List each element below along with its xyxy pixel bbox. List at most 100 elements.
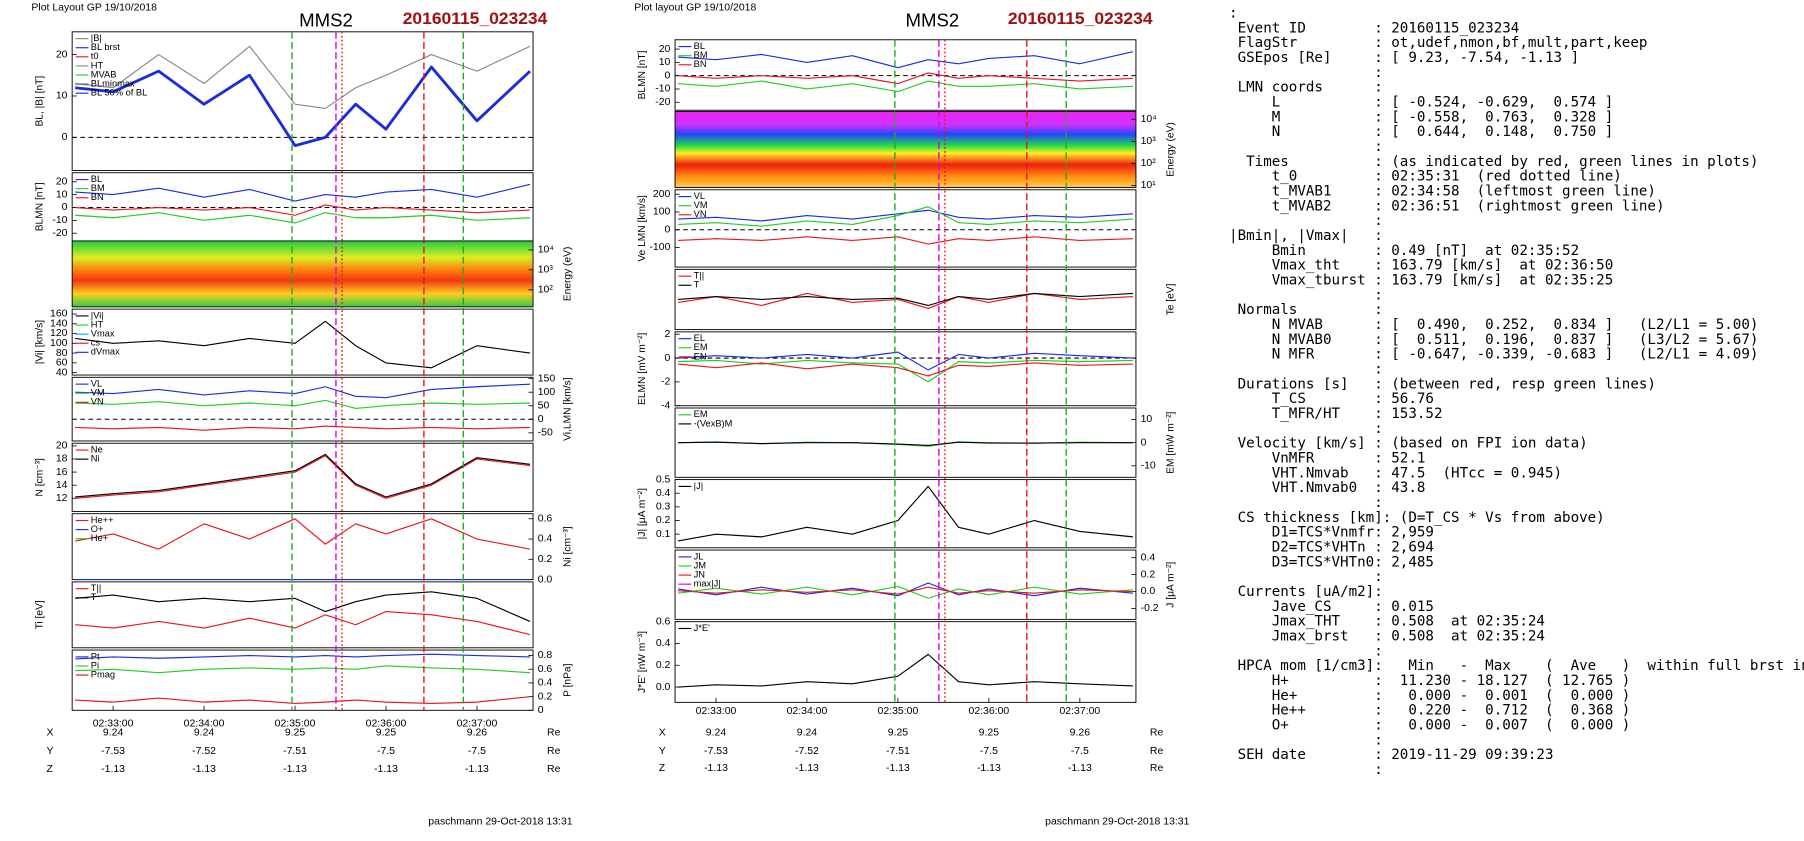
data-line [678,72,1133,85]
plot-header: Plot Layout GP 19/10/2018 [31,3,157,14]
data-line [678,80,1133,93]
y-tick-label: 0.2 [538,554,553,565]
ephemeris-value: 9.26 [1070,728,1091,739]
y-tick-label: 200 [653,189,671,200]
ephemeris-value: -7.53 [101,746,125,757]
legend-label: JN [694,570,705,580]
legend-label: EN [694,351,707,361]
legend-label: EM [694,342,708,352]
data-line [75,665,531,674]
data-line [75,320,531,369]
legend-label: BL 50% of BL [91,88,148,98]
y-tick-label: 0.2 [1141,569,1156,580]
y-tick-label: -4 [661,401,671,412]
panel-frame [674,110,1137,188]
legend-label: |Vi| [91,310,104,320]
info-line: Vmax_tht : 163.79 [km/s] at 02:36:50 [1229,258,1613,274]
ephemeris-value: -7.51 [283,746,307,757]
y-tick-label: 0.4 [656,638,671,649]
y-tick-label: 0 [62,132,68,143]
x-tick-label: 02:37:00 [1059,706,1100,717]
ephemeris-value: 9.24 [797,728,818,739]
legend-label: Ne [91,445,103,455]
x-tick-label: 02:35:00 [878,706,919,717]
info-line: T_MFR/HT : 153.52 [1229,406,1442,422]
ephemeris-value: -1.13 [704,763,728,774]
ephemeris-value: -1.13 [192,764,216,775]
ephemeris-unit: Re [547,728,561,739]
y-tick-label: 60 [56,358,68,369]
info-line: N : [ 0.644, 0.148, 0.750 ] [1229,124,1613,140]
info-line: Velocity [km/s] : (based on FPI ion data… [1229,436,1588,452]
y-tick-label: 10 [56,91,68,102]
y-tick-label: 40 [56,367,68,378]
legend-label: MVAB [91,70,117,80]
data-line [75,425,531,431]
y-tick-label: 50 [538,401,550,412]
y-tick-label: 0.0 [538,574,553,585]
ephemeris-label: X [47,728,54,739]
legend-label: Pt [91,651,100,661]
y-axis-label: P [nPa] [563,663,574,696]
ephemeris-value: 9.25 [285,728,306,739]
panel: Ti [eV] T||T [34,581,534,649]
legend-label: EM [694,409,708,419]
y-tick-label: 10¹ [1141,180,1157,191]
legend-label: Pi [91,660,99,670]
y-tick-label: 2 [665,329,671,340]
x-tick-label: 02:35:00 [275,719,316,730]
y-tick-label: 0 [665,225,671,236]
y-tick-label: 10⁴ [1141,114,1157,125]
y-tick-label: 0.2 [538,691,553,702]
ephemeris-value: -7.5 [377,746,395,757]
legend-label: dVmax [91,347,120,357]
data-line [75,204,531,216]
info-line: t_MVAB1 : 02:34:58 (leftmost green line) [1229,184,1656,200]
data-line [75,45,531,109]
ephemeris-value: -7.53 [704,746,728,757]
y-tick-label: -50 [538,428,553,439]
info-line: : [1229,762,1383,778]
ephemeris-unit: Re [1150,763,1164,774]
info-line: Event ID : 20160115_023234 [1229,21,1519,37]
ephemeris-label: Y [659,746,666,757]
y-tick-label: -0.2 [1141,603,1159,614]
y-axis-label: N [cm⁻³] [34,458,45,496]
ephemeris-value: 9.25 [979,728,1000,739]
y-axis-label: BLMN [nT] [34,182,45,231]
footer: paschmann 29-Oct-2018 13:31 [1045,816,1190,827]
info-line: D2=TCS*VHTn : 2,694 [1229,540,1434,556]
info-line: N MFR : [ -0.647, -0.339, -0.683 ] (L2/L… [1229,347,1758,363]
data-line [75,610,531,636]
y-tick-label: 10 [1141,414,1153,425]
y-tick-label: 0.3 [656,502,671,513]
data-line [75,383,531,399]
y-axis-label: EM [mW m⁻²] [1166,411,1177,473]
legend-label: -(VexB)M [694,418,733,428]
legend-label: BM [694,50,708,60]
legend-label: VM [694,200,708,210]
info-line: VnMFR : 52.1 [1229,451,1425,467]
legend-label: BM [91,183,105,193]
info-line: SEH date : 2019-11-29 09:39:23 [1229,747,1553,763]
y-tick-label: 10³ [1141,136,1157,147]
ephemeris-value: -7.5 [980,746,998,757]
info-line: H+ : 11.230 - 18.127 ( 12.765 ) [1229,673,1630,689]
info-line: VHT.Nmvab : 47.5 (HTcc = 0.945) [1229,465,1562,481]
y-tick-label: 12 [56,493,68,504]
x-tick-label: 02:34:00 [787,706,828,717]
y-tick-label: 100 [538,387,556,398]
y-tick-label: 20 [659,44,671,55]
data-line [75,696,531,705]
panel: 10 0 -10 EM [mW m⁻²] EM-(VexB)M [674,407,1177,478]
legend-label: He++ [91,515,114,525]
panel: 10⁴ 10³ 10² 10¹ Energy (eV) [674,110,1177,191]
info-line: N MVAB : [ 0.490, 0.252, 0.834 ] (L2/L1 … [1229,317,1758,333]
info-line: N MVAB0 : [ 0.511, 0.196, 0.837 ] (L3/L2… [1229,332,1758,348]
data-line [75,591,531,622]
